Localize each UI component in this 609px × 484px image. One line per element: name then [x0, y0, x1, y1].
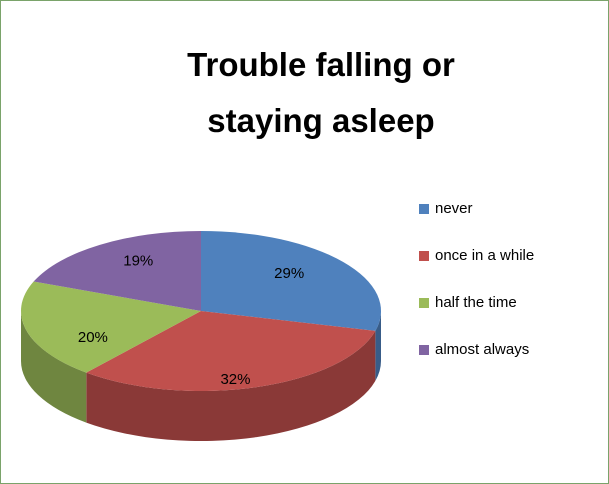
slice-side — [21, 311, 87, 423]
legend-swatch — [419, 204, 429, 214]
slice-side — [375, 311, 381, 381]
legend-label: never — [435, 200, 473, 217]
slice — [21, 281, 202, 373]
legend-swatch — [419, 251, 429, 261]
slice — [33, 231, 202, 311]
slice — [86, 311, 376, 391]
data-label: 19% — [123, 252, 153, 269]
legend-swatch — [419, 345, 429, 355]
legend-swatch — [419, 298, 429, 308]
legend-label: once in a while — [435, 247, 534, 264]
data-label: 32% — [220, 371, 250, 388]
chart-title: Trouble falling or staying asleep — [187, 46, 455, 139]
data-label: 20% — [78, 329, 108, 346]
slice-side — [86, 330, 376, 441]
data-label: 29% — [274, 265, 304, 282]
legend-label: half the time — [435, 294, 517, 311]
slice — [201, 231, 382, 331]
legend-label: almost always — [435, 341, 529, 358]
